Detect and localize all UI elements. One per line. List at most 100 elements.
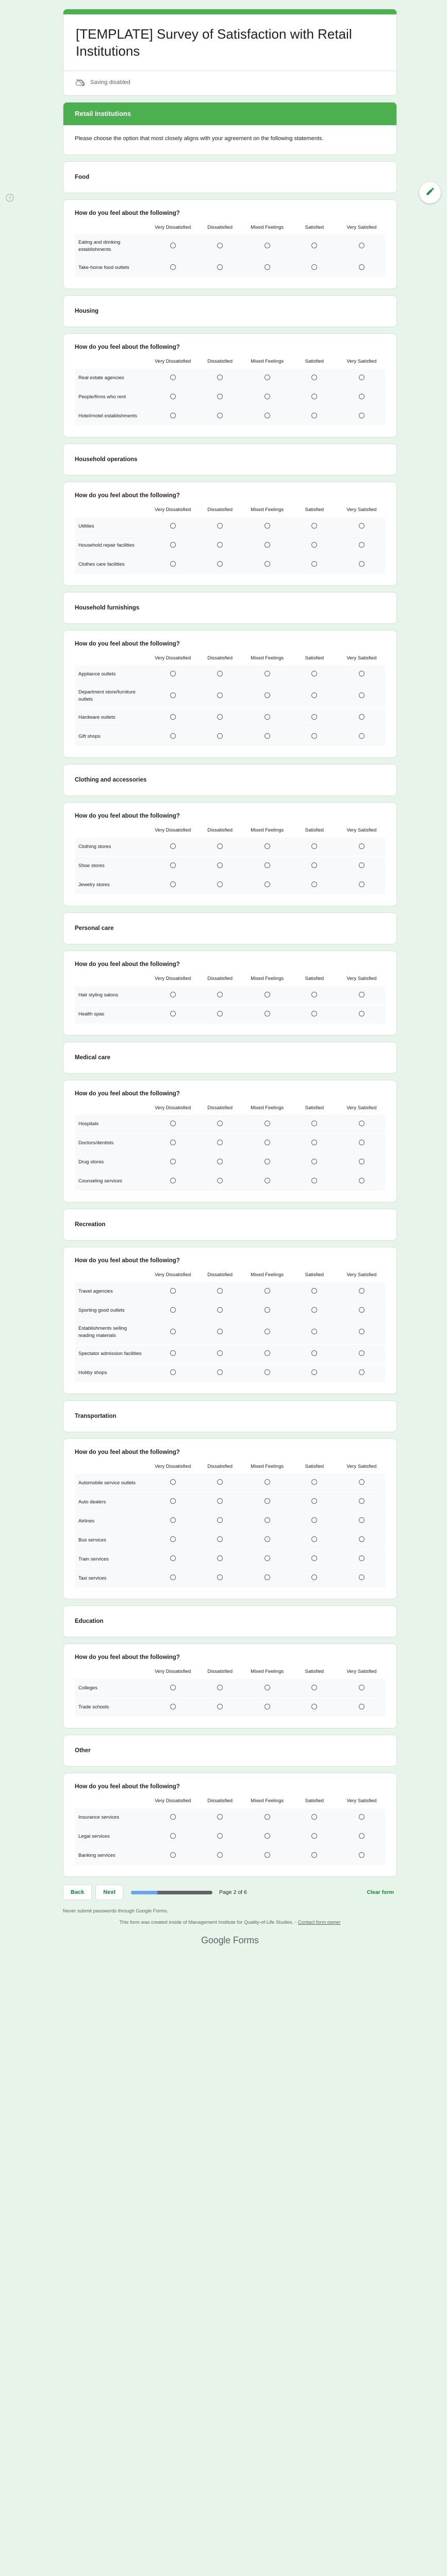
radio-button[interactable] — [217, 1479, 223, 1485]
grid-radio-cell[interactable] — [243, 387, 291, 407]
radio-button[interactable] — [170, 1704, 176, 1710]
radio-button[interactable] — [264, 1555, 270, 1562]
radio-button[interactable] — [264, 412, 270, 418]
grid-radio-cell[interactable] — [196, 1344, 244, 1364]
radio-button[interactable] — [217, 412, 223, 418]
radio-button[interactable] — [264, 862, 270, 868]
grid-radio-cell[interactable] — [338, 856, 385, 876]
radio-button[interactable] — [264, 733, 270, 739]
radio-button[interactable] — [170, 561, 176, 567]
radio-button[interactable] — [170, 692, 176, 699]
grid-radio-cell[interactable] — [196, 1698, 244, 1717]
radio-button[interactable] — [170, 1574, 176, 1581]
grid-radio-cell[interactable] — [196, 1115, 244, 1134]
radio-button[interactable] — [170, 862, 176, 868]
grid-radio-cell[interactable] — [290, 1827, 338, 1846]
grid-radio-cell[interactable] — [196, 986, 244, 1005]
radio-button[interactable] — [170, 671, 176, 677]
radio-button[interactable] — [217, 1010, 223, 1016]
radio-button[interactable] — [170, 881, 176, 887]
radio-button[interactable] — [358, 522, 365, 529]
grid-radio-cell[interactable] — [338, 387, 385, 407]
grid-radio-cell[interactable] — [243, 1133, 291, 1153]
grid-radio-cell[interactable] — [290, 1153, 338, 1172]
radio-button[interactable] — [311, 1010, 318, 1016]
radio-button[interactable] — [358, 1140, 365, 1146]
radio-button[interactable] — [264, 1517, 270, 1523]
radio-button[interactable] — [264, 1178, 270, 1184]
radio-button[interactable] — [264, 541, 270, 548]
grid-radio-cell[interactable] — [243, 234, 291, 259]
radio-button[interactable] — [358, 1704, 365, 1710]
radio-button[interactable] — [217, 243, 223, 249]
grid-radio-cell[interactable] — [149, 1320, 196, 1345]
grid-radio-cell[interactable] — [290, 726, 338, 746]
grid-radio-cell[interactable] — [338, 234, 385, 259]
grid-radio-cell[interactable] — [196, 1530, 244, 1550]
grid-radio-cell[interactable] — [149, 707, 196, 727]
radio-button[interactable] — [311, 843, 318, 849]
grid-radio-cell[interactable] — [338, 1530, 385, 1550]
radio-button[interactable] — [358, 1307, 365, 1313]
radio-button[interactable] — [170, 243, 176, 249]
grid-radio-cell[interactable] — [290, 1004, 338, 1024]
radio-button[interactable] — [170, 991, 176, 997]
radio-button[interactable] — [264, 843, 270, 849]
grid-radio-cell[interactable] — [290, 1344, 338, 1364]
clear-form-link[interactable]: Clear form — [367, 1889, 394, 1896]
grid-radio-cell[interactable] — [149, 368, 196, 388]
radio-button[interactable] — [264, 881, 270, 887]
grid-radio-cell[interactable] — [149, 1153, 196, 1172]
grid-radio-cell[interactable] — [196, 1827, 244, 1846]
radio-button[interactable] — [217, 1814, 223, 1820]
radio-button[interactable] — [358, 561, 365, 567]
grid-radio-cell[interactable] — [243, 1172, 291, 1191]
radio-button[interactable] — [358, 1178, 365, 1184]
radio-button[interactable] — [170, 843, 176, 849]
radio-button[interactable] — [217, 881, 223, 887]
radio-button[interactable] — [264, 1288, 270, 1294]
grid-radio-cell[interactable] — [149, 1473, 196, 1493]
radio-button[interactable] — [311, 991, 318, 997]
radio-button[interactable] — [170, 1350, 176, 1356]
grid-radio-cell[interactable] — [243, 665, 291, 684]
radio-button[interactable] — [358, 1536, 365, 1543]
grid-radio-cell[interactable] — [290, 1698, 338, 1717]
grid-radio-cell[interactable] — [149, 1282, 196, 1301]
radio-button[interactable] — [217, 991, 223, 997]
grid-radio-cell[interactable] — [243, 1846, 291, 1866]
grid-radio-cell[interactable] — [290, 1363, 338, 1382]
grid-radio-cell[interactable] — [196, 1473, 244, 1493]
grid-radio-cell[interactable] — [290, 986, 338, 1005]
radio-button[interactable] — [217, 692, 223, 699]
radio-button[interactable] — [170, 1814, 176, 1820]
back-button[interactable]: Back — [63, 1885, 92, 1901]
grid-radio-cell[interactable] — [149, 1530, 196, 1550]
grid-radio-cell[interactable] — [196, 554, 244, 574]
grid-radio-cell[interactable] — [338, 554, 385, 574]
radio-button[interactable] — [358, 412, 365, 418]
grid-radio-cell[interactable] — [196, 387, 244, 407]
contact-form-owner-link[interactable]: Contact form owner — [297, 1920, 341, 1926]
grid-radio-cell[interactable] — [338, 837, 385, 857]
radio-button[interactable] — [170, 1121, 176, 1127]
grid-radio-cell[interactable] — [338, 1301, 385, 1320]
radio-button[interactable] — [217, 1178, 223, 1184]
radio-button[interactable] — [217, 393, 223, 399]
grid-radio-cell[interactable] — [196, 856, 244, 876]
grid-radio-cell[interactable] — [196, 1568, 244, 1588]
radio-button[interactable] — [311, 1479, 318, 1485]
grid-radio-cell[interactable] — [196, 1363, 244, 1382]
radio-button[interactable] — [217, 1852, 223, 1858]
grid-radio-cell[interactable] — [196, 684, 244, 708]
grid-radio-cell[interactable] — [196, 1846, 244, 1866]
grid-radio-cell[interactable] — [149, 234, 196, 259]
radio-button[interactable] — [311, 1159, 318, 1165]
radio-button[interactable] — [217, 714, 223, 720]
radio-button[interactable] — [311, 1685, 318, 1691]
grid-radio-cell[interactable] — [196, 875, 244, 894]
radio-button[interactable] — [217, 561, 223, 567]
radio-button[interactable] — [311, 881, 318, 887]
radio-button[interactable] — [311, 714, 318, 720]
radio-button[interactable] — [311, 862, 318, 868]
